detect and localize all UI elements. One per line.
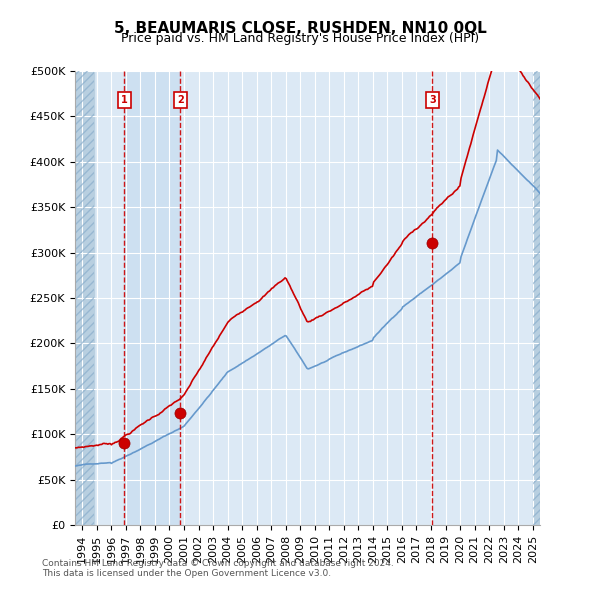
- Text: 2: 2: [177, 95, 184, 105]
- Bar: [533, 71, 540, 525]
- Bar: [75, 71, 94, 525]
- Bar: [124, 71, 181, 525]
- Text: 3: 3: [429, 95, 436, 105]
- Text: 5, BEAUMARIS CLOSE, RUSHDEN, NN10 0QL: 5, BEAUMARIS CLOSE, RUSHDEN, NN10 0QL: [113, 21, 487, 35]
- Text: Contains HM Land Registry data © Crown copyright and database right 2024.
This d: Contains HM Land Registry data © Crown c…: [42, 559, 394, 578]
- Bar: [75, 71, 94, 525]
- Text: Price paid vs. HM Land Registry's House Price Index (HPI): Price paid vs. HM Land Registry's House …: [121, 32, 479, 45]
- Bar: [533, 71, 540, 525]
- Text: 1: 1: [121, 95, 128, 105]
